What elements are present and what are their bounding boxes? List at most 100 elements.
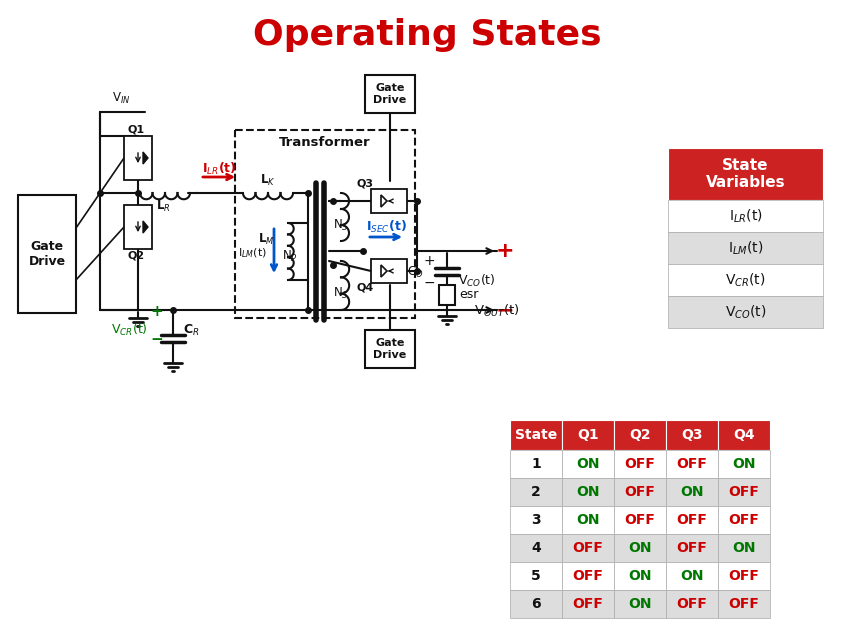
Bar	[666, 506, 718, 534]
Text: ON: ON	[576, 513, 599, 527]
Text: OFF: OFF	[573, 597, 604, 611]
Bar	[510, 450, 562, 478]
Text: L$_R$: L$_R$	[156, 198, 170, 214]
Text: esr: esr	[459, 288, 479, 301]
Text: I$_{LM}$(t): I$_{LM}$(t)	[238, 246, 267, 260]
Text: OFF: OFF	[573, 541, 604, 555]
Text: State
Variables: State Variables	[705, 158, 785, 190]
Text: N$_S$: N$_S$	[333, 217, 349, 232]
Bar	[562, 534, 614, 562]
Text: OFF: OFF	[676, 457, 707, 471]
Text: OFF: OFF	[573, 569, 604, 583]
Bar	[510, 506, 562, 534]
Text: OFF: OFF	[676, 597, 707, 611]
Text: Gate
Drive: Gate Drive	[28, 240, 66, 268]
Bar	[666, 450, 718, 478]
Bar	[562, 562, 614, 590]
Text: I$_{LR}$(t): I$_{LR}$(t)	[728, 207, 763, 225]
Bar	[124, 205, 152, 249]
Text: −: −	[423, 276, 435, 290]
Bar	[668, 200, 823, 232]
Text: I$_{LR}$(t): I$_{LR}$(t)	[202, 161, 236, 177]
Text: Q1: Q1	[127, 125, 144, 135]
Bar	[510, 562, 562, 590]
Text: Q4: Q4	[357, 282, 374, 292]
Text: 1: 1	[531, 457, 541, 471]
Text: L$_M$: L$_M$	[257, 232, 274, 247]
Text: −: −	[496, 300, 515, 320]
Text: 5: 5	[531, 569, 541, 583]
Text: Q2: Q2	[629, 428, 651, 442]
Text: OFF: OFF	[676, 541, 707, 555]
Text: OFF: OFF	[728, 485, 759, 499]
Text: Q4: Q4	[734, 428, 755, 442]
Text: ON: ON	[732, 541, 756, 555]
Text: ON: ON	[576, 485, 599, 499]
Text: OFF: OFF	[728, 597, 759, 611]
Bar	[510, 478, 562, 506]
Text: ON: ON	[681, 569, 704, 583]
Bar	[562, 420, 614, 450]
Polygon shape	[143, 221, 148, 233]
Text: Q1: Q1	[577, 428, 598, 442]
Text: I$_{SEC}$(t): I$_{SEC}$(t)	[366, 219, 406, 235]
Bar	[614, 562, 666, 590]
Text: ON: ON	[628, 569, 652, 583]
Text: V$_{CR}$(t): V$_{CR}$(t)	[110, 322, 147, 338]
Bar	[562, 450, 614, 478]
Text: +: +	[150, 305, 163, 320]
Bar	[614, 506, 666, 534]
Text: L$_K$: L$_K$	[260, 173, 276, 188]
Text: OFF: OFF	[624, 513, 656, 527]
Text: V$_{CR}$(t): V$_{CR}$(t)	[725, 271, 766, 289]
Text: V$_{OUT}$(t): V$_{OUT}$(t)	[475, 303, 520, 319]
Text: 2: 2	[531, 485, 541, 499]
Bar	[668, 264, 823, 296]
Text: V$_{IN}$: V$_{IN}$	[112, 90, 130, 106]
Text: State: State	[515, 428, 557, 442]
Text: 4: 4	[531, 541, 541, 555]
Bar	[614, 534, 666, 562]
Text: V$_{CO}$(t): V$_{CO}$(t)	[725, 303, 766, 321]
Bar	[371, 259, 407, 283]
Text: OFF: OFF	[624, 485, 656, 499]
Text: 6: 6	[531, 597, 541, 611]
Bar	[235, 130, 415, 318]
Text: +: +	[496, 241, 515, 261]
Text: ON: ON	[628, 597, 652, 611]
Text: OFF: OFF	[728, 513, 759, 527]
Bar	[666, 420, 718, 450]
Bar	[614, 450, 666, 478]
Bar	[718, 534, 770, 562]
Text: ON: ON	[576, 457, 599, 471]
Bar	[614, 590, 666, 618]
Bar	[365, 330, 415, 368]
Bar	[718, 420, 770, 450]
Bar	[668, 296, 823, 328]
Text: OFF: OFF	[728, 569, 759, 583]
Text: V$_{CO}$(t): V$_{CO}$(t)	[458, 273, 496, 289]
Bar	[718, 590, 770, 618]
Bar	[666, 590, 718, 618]
Text: Q2: Q2	[127, 250, 144, 260]
Bar	[18, 195, 76, 313]
Bar	[562, 590, 614, 618]
Text: Gate
Drive: Gate Drive	[374, 338, 407, 360]
Bar	[718, 562, 770, 590]
Text: C$_R$: C$_R$	[183, 322, 199, 338]
Text: +: +	[423, 254, 435, 268]
Polygon shape	[143, 152, 148, 164]
Bar	[666, 478, 718, 506]
Bar	[124, 136, 152, 180]
Bar	[562, 506, 614, 534]
Text: Transformer: Transformer	[280, 136, 371, 148]
Bar	[718, 450, 770, 478]
Text: Gate
Drive: Gate Drive	[374, 83, 407, 105]
Bar	[562, 478, 614, 506]
Bar	[365, 75, 415, 113]
Text: 3: 3	[531, 513, 541, 527]
Text: N$_P$: N$_P$	[282, 249, 298, 264]
Text: OFF: OFF	[624, 457, 656, 471]
Text: −: −	[150, 332, 163, 347]
Bar	[718, 478, 770, 506]
